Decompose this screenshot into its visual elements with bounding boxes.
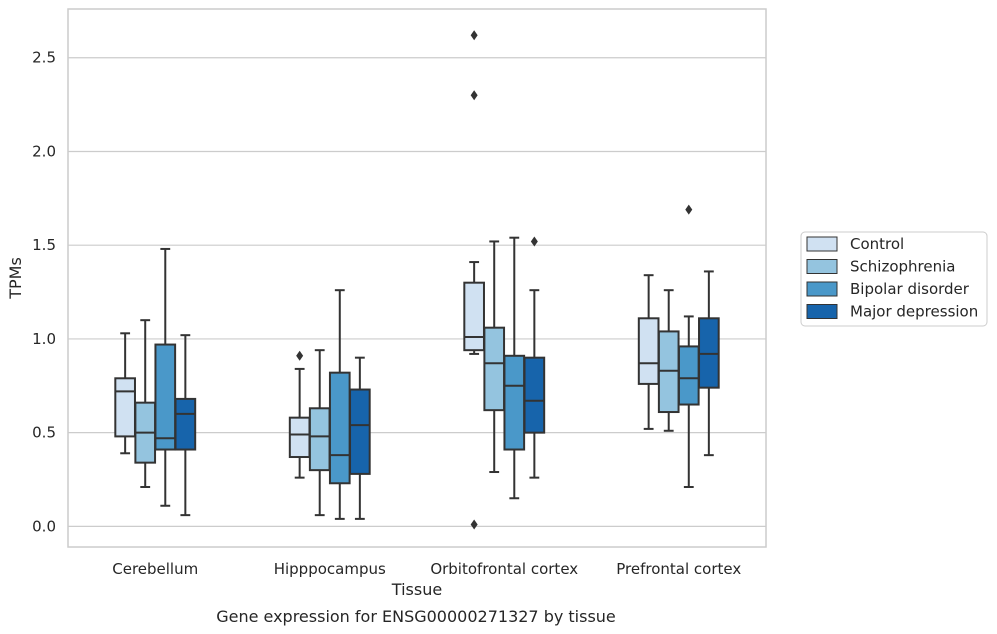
legend-swatch	[806, 304, 838, 319]
box-bipolar-disorder	[328, 289, 351, 520]
box-body	[288, 416, 311, 459]
legend-label: Control	[850, 235, 904, 253]
y-tick-label: 1.5	[32, 236, 56, 254]
box-schizophrenia	[483, 240, 506, 474]
y-tick-label: 2.5	[32, 49, 56, 67]
box-control	[114, 332, 136, 455]
box-body	[328, 371, 351, 485]
outlier-point	[530, 236, 538, 247]
box-major-depression	[174, 334, 197, 517]
y-tick-label: 0.5	[32, 424, 56, 442]
box-control	[637, 274, 660, 430]
x-tick-label: Cerebellum	[112, 560, 198, 578]
box-schizophrenia	[657, 289, 680, 432]
x-tick-labels: Cerebellum Hipppocampus Orbitofrontal cort…	[112, 560, 741, 578]
legend: Control Schizophrenia Bipolar disorder Majo…	[800, 231, 988, 327]
box-bipolar-disorder	[154, 247, 177, 507]
x-tick-label: Prefrontal cortex	[616, 560, 741, 578]
boxes-layer	[114, 30, 720, 530]
y-tick-label: 2.0	[32, 142, 56, 160]
outlier-point	[685, 204, 693, 215]
legend-swatch	[806, 259, 838, 274]
box-body	[349, 388, 371, 475]
box-body	[483, 326, 506, 412]
legend-swatch	[806, 236, 838, 252]
legend-frame	[800, 231, 988, 327]
box-major-depression	[349, 356, 371, 520]
box-body	[308, 407, 331, 472]
box-major-depression	[523, 236, 546, 479]
box-body	[154, 343, 177, 451]
chart-caption: Gene expression for ENSG00000271327 by t…	[216, 607, 616, 626]
box-body	[174, 397, 197, 451]
box-bipolar-disorder	[677, 204, 700, 489]
box-body	[114, 377, 136, 438]
box-body	[463, 281, 485, 352]
box-body	[677, 345, 700, 406]
y-tick-labels: 0.0 0.5 1.0 1.5 2.0 2.5	[32, 49, 56, 536]
outlier-point	[470, 90, 478, 101]
legend-swatch	[806, 281, 838, 297]
y-tick-label: 1.0	[32, 330, 56, 348]
plot-area-frame	[67, 8, 767, 548]
box-body	[523, 356, 546, 434]
y-axis-label: TPMs	[6, 257, 25, 300]
outlier-point	[296, 350, 304, 361]
x-tick-label: Orbitofrontal cortex	[430, 560, 578, 578]
legend-label: Bipolar disorder	[850, 280, 970, 298]
legend-label: Schizophrenia	[850, 258, 955, 276]
grid-lines	[68, 57, 766, 527]
box-control	[463, 30, 485, 530]
outlier-point	[470, 30, 478, 41]
box-major-depression	[698, 270, 720, 457]
x-tick-label: Hipppocampus	[274, 560, 386, 578]
legend-label: Major depression	[850, 303, 978, 321]
box-schizophrenia	[308, 349, 331, 517]
y-tick-label: 0.0	[32, 517, 56, 535]
box-bipolar-disorder	[503, 236, 526, 500]
box-body	[637, 317, 660, 385]
legend-items: Control Schizophrenia Bipolar disorder Majo…	[806, 235, 978, 321]
box-schizophrenia	[134, 319, 157, 489]
outlier-point	[470, 519, 478, 530]
box-control	[288, 350, 311, 479]
x-axis-label: Tissue	[391, 580, 442, 599]
box-body	[503, 354, 526, 451]
